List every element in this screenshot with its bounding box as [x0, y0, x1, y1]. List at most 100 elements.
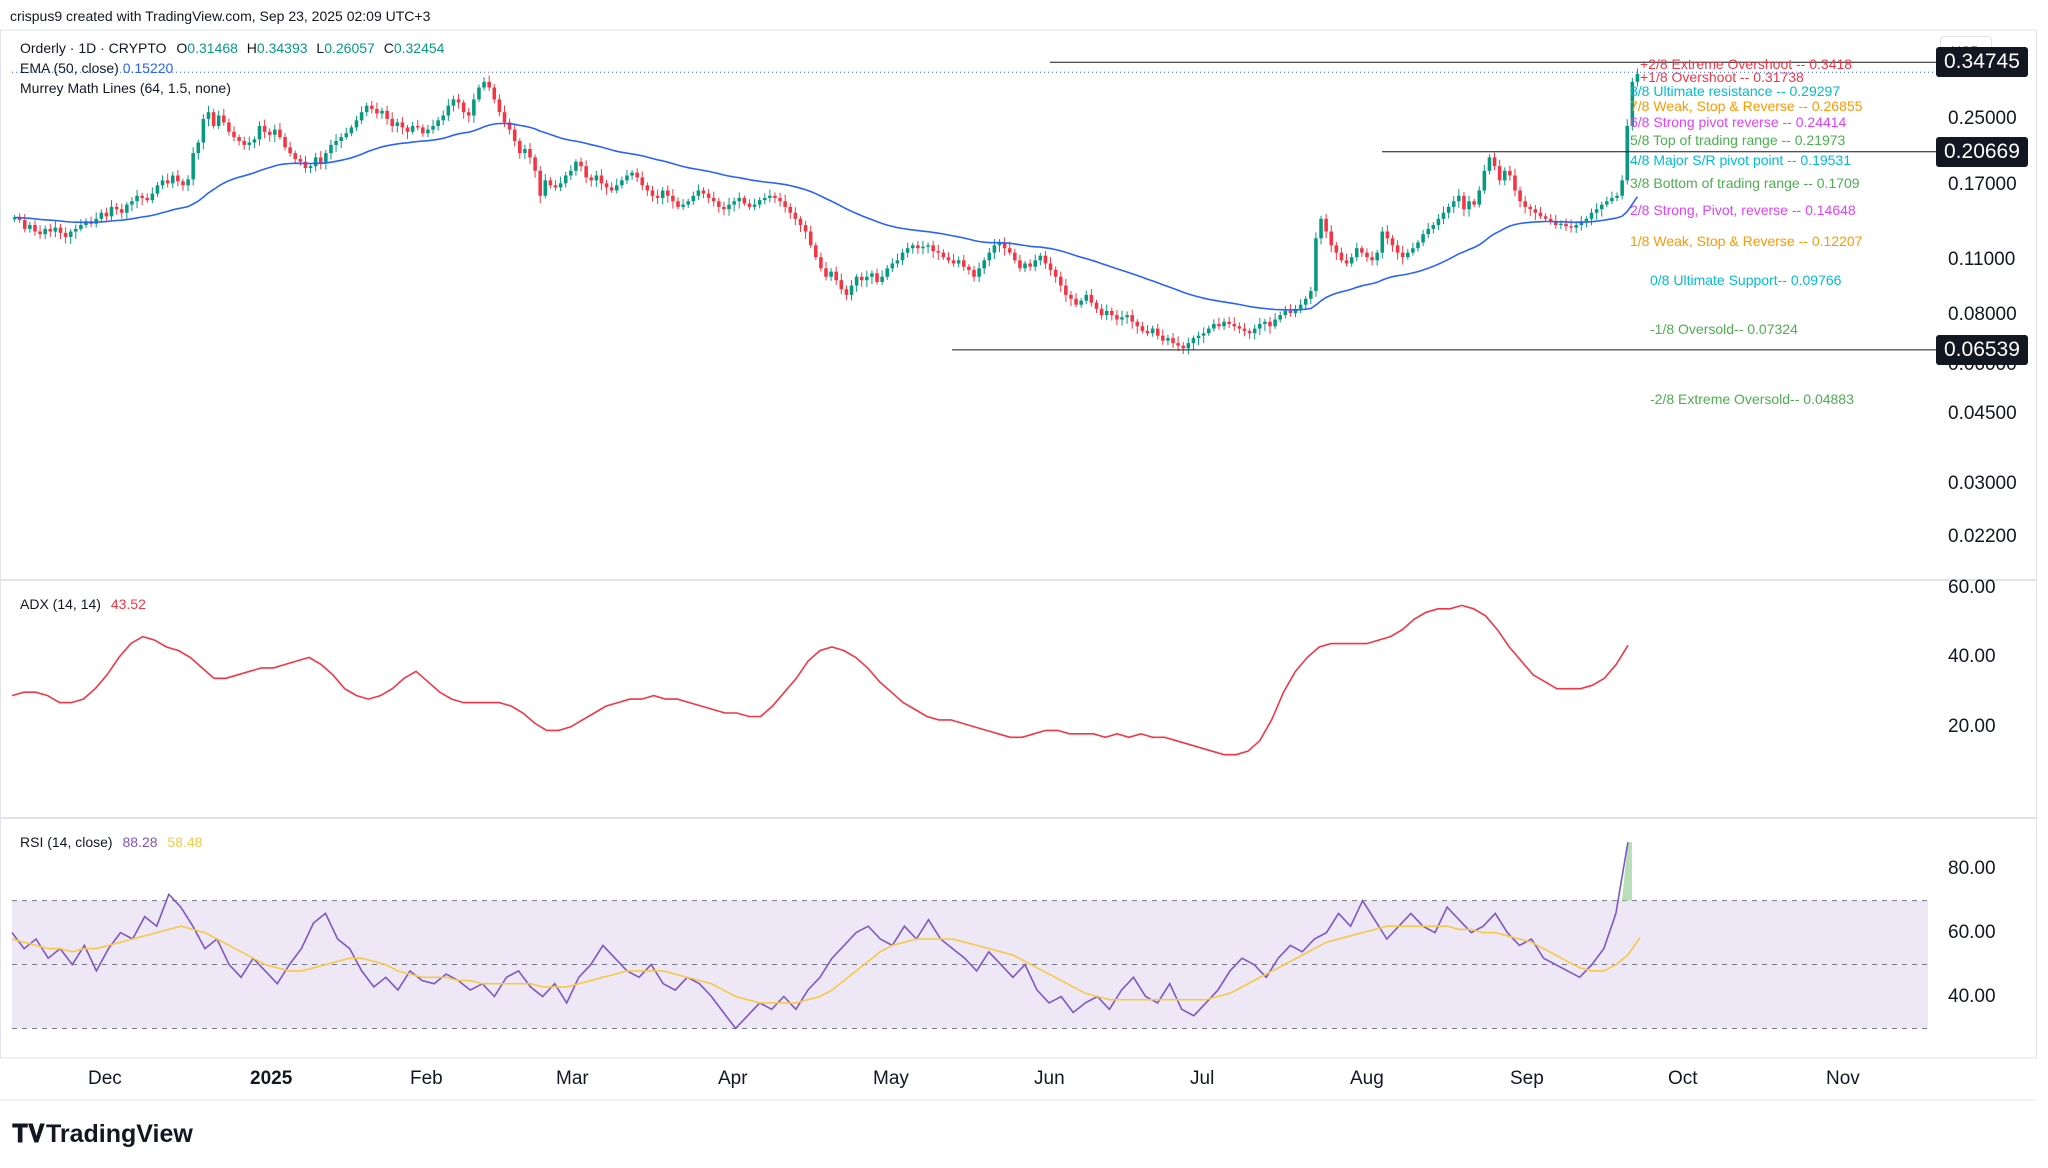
candle-body — [482, 81, 486, 88]
candle-body — [257, 125, 262, 140]
candle-body — [1482, 170, 1487, 191]
candle-body — [507, 122, 512, 130]
candle-body — [1038, 255, 1043, 261]
candle-body — [1135, 321, 1140, 327]
candle-body — [987, 252, 992, 261]
candle-body — [722, 206, 726, 210]
candle-body — [1053, 269, 1058, 277]
candle-body — [1457, 195, 1461, 202]
candle-body — [395, 122, 400, 126]
murrey-legend[interactable]: Murrey Math Lines (64, 1.5, none) — [20, 80, 231, 96]
tradingview-logo[interactable]: 𝐓𝐕TradingView — [12, 1120, 193, 1149]
candle-body — [579, 161, 583, 167]
candle-body — [1467, 201, 1471, 210]
candle-body — [150, 193, 155, 201]
price-level-lines — [12, 61, 1940, 351]
candle-body — [625, 175, 629, 181]
candle-body — [931, 245, 935, 252]
candle-body — [1161, 335, 1165, 341]
candle-body — [737, 197, 742, 202]
candle-body — [247, 142, 252, 145]
candle-body — [1497, 166, 1502, 181]
price-tick: 0.02200 — [1948, 526, 2017, 548]
price-tick: 0.17000 — [1948, 174, 2017, 196]
candle-body — [487, 81, 491, 88]
candle-body — [523, 148, 527, 154]
candle-body — [1125, 315, 1129, 318]
candle-body — [936, 251, 941, 253]
rsi-overbought-fill — [1621, 842, 1632, 901]
month-label: May — [873, 1068, 909, 1089]
candle-body — [819, 257, 823, 269]
candle-body — [94, 218, 98, 224]
price-pill: 0.20669 — [1936, 136, 2028, 167]
rsi-legend[interactable]: RSI (14, close) 88.28 58.48 — [20, 834, 202, 850]
candle-body — [1237, 326, 1242, 329]
candle-body — [844, 289, 849, 295]
candle-body — [885, 268, 890, 277]
symbol-legend[interactable]: Orderly · 1D · CRYPTO O0.31468 H0.34393 … — [20, 40, 444, 56]
candle-body — [1390, 238, 1395, 246]
ohlc-low: 0.26057 — [324, 40, 375, 56]
candle-body — [951, 260, 956, 264]
symbol-title: Orderly · 1D · CRYPTO — [20, 40, 167, 56]
candle-body — [1227, 321, 1231, 324]
candle-body — [84, 221, 88, 226]
candle-body — [1217, 323, 1221, 327]
candle-body — [1110, 310, 1114, 316]
price-tick: 0.03000 — [1948, 473, 2017, 495]
candle-body — [28, 225, 32, 229]
candle-body — [829, 271, 833, 277]
candle-body — [1472, 201, 1476, 205]
candle-body — [946, 257, 951, 261]
candle-body — [773, 195, 777, 198]
candle-body — [364, 105, 369, 113]
candle-body — [798, 218, 803, 226]
candle-body — [962, 260, 966, 267]
candle-body — [1599, 204, 1604, 210]
adx-legend[interactable]: ADX (14, 14) 43.52 — [20, 596, 146, 612]
candle-body — [1615, 195, 1619, 198]
candle-body — [1033, 260, 1038, 267]
candle-body — [895, 260, 900, 264]
candle-body — [1451, 201, 1456, 207]
candle-body — [1084, 294, 1089, 301]
candle-body — [359, 112, 364, 121]
candle-body — [313, 157, 318, 167]
candle-body — [58, 227, 63, 233]
candle-body — [421, 127, 425, 134]
candle-body — [1283, 310, 1288, 316]
candle-body — [839, 280, 844, 290]
candle-body — [870, 273, 874, 277]
candle-body — [1411, 248, 1415, 253]
candle-body — [109, 206, 114, 217]
candle-body — [814, 245, 818, 258]
candle-body — [875, 273, 879, 282]
candle-body — [68, 231, 73, 237]
candle-body — [1406, 252, 1410, 258]
candle-body — [977, 268, 981, 277]
candle-body — [956, 260, 961, 264]
murrey-label: +2/8 Extreme Overshoot -- 0.3418 — [1640, 56, 1853, 73]
rsi-ma-value: 58.48 — [167, 834, 203, 850]
candle-body — [400, 122, 405, 128]
candle-body — [206, 112, 211, 119]
ohlc-open: 0.31468 — [187, 40, 238, 56]
candle-body — [354, 120, 359, 128]
adx-line — [11, 604, 1629, 756]
candle-body — [609, 187, 614, 191]
candle-body — [686, 201, 690, 205]
candle-body — [558, 183, 563, 188]
candle-body — [1079, 300, 1083, 305]
candle-body — [660, 190, 665, 198]
candle-body — [222, 115, 226, 123]
candle-body — [237, 137, 241, 141]
murrey-label: 3/8 Bottom of trading range -- 0.1709 — [1630, 175, 1860, 192]
candle-body — [1115, 315, 1119, 320]
candle-body — [104, 212, 109, 217]
candle-body — [405, 127, 410, 132]
candle-body — [1339, 252, 1344, 261]
murrey-label: -1/8 Oversold-- 0.07324 — [1650, 321, 1798, 338]
candle-body — [79, 225, 83, 229]
